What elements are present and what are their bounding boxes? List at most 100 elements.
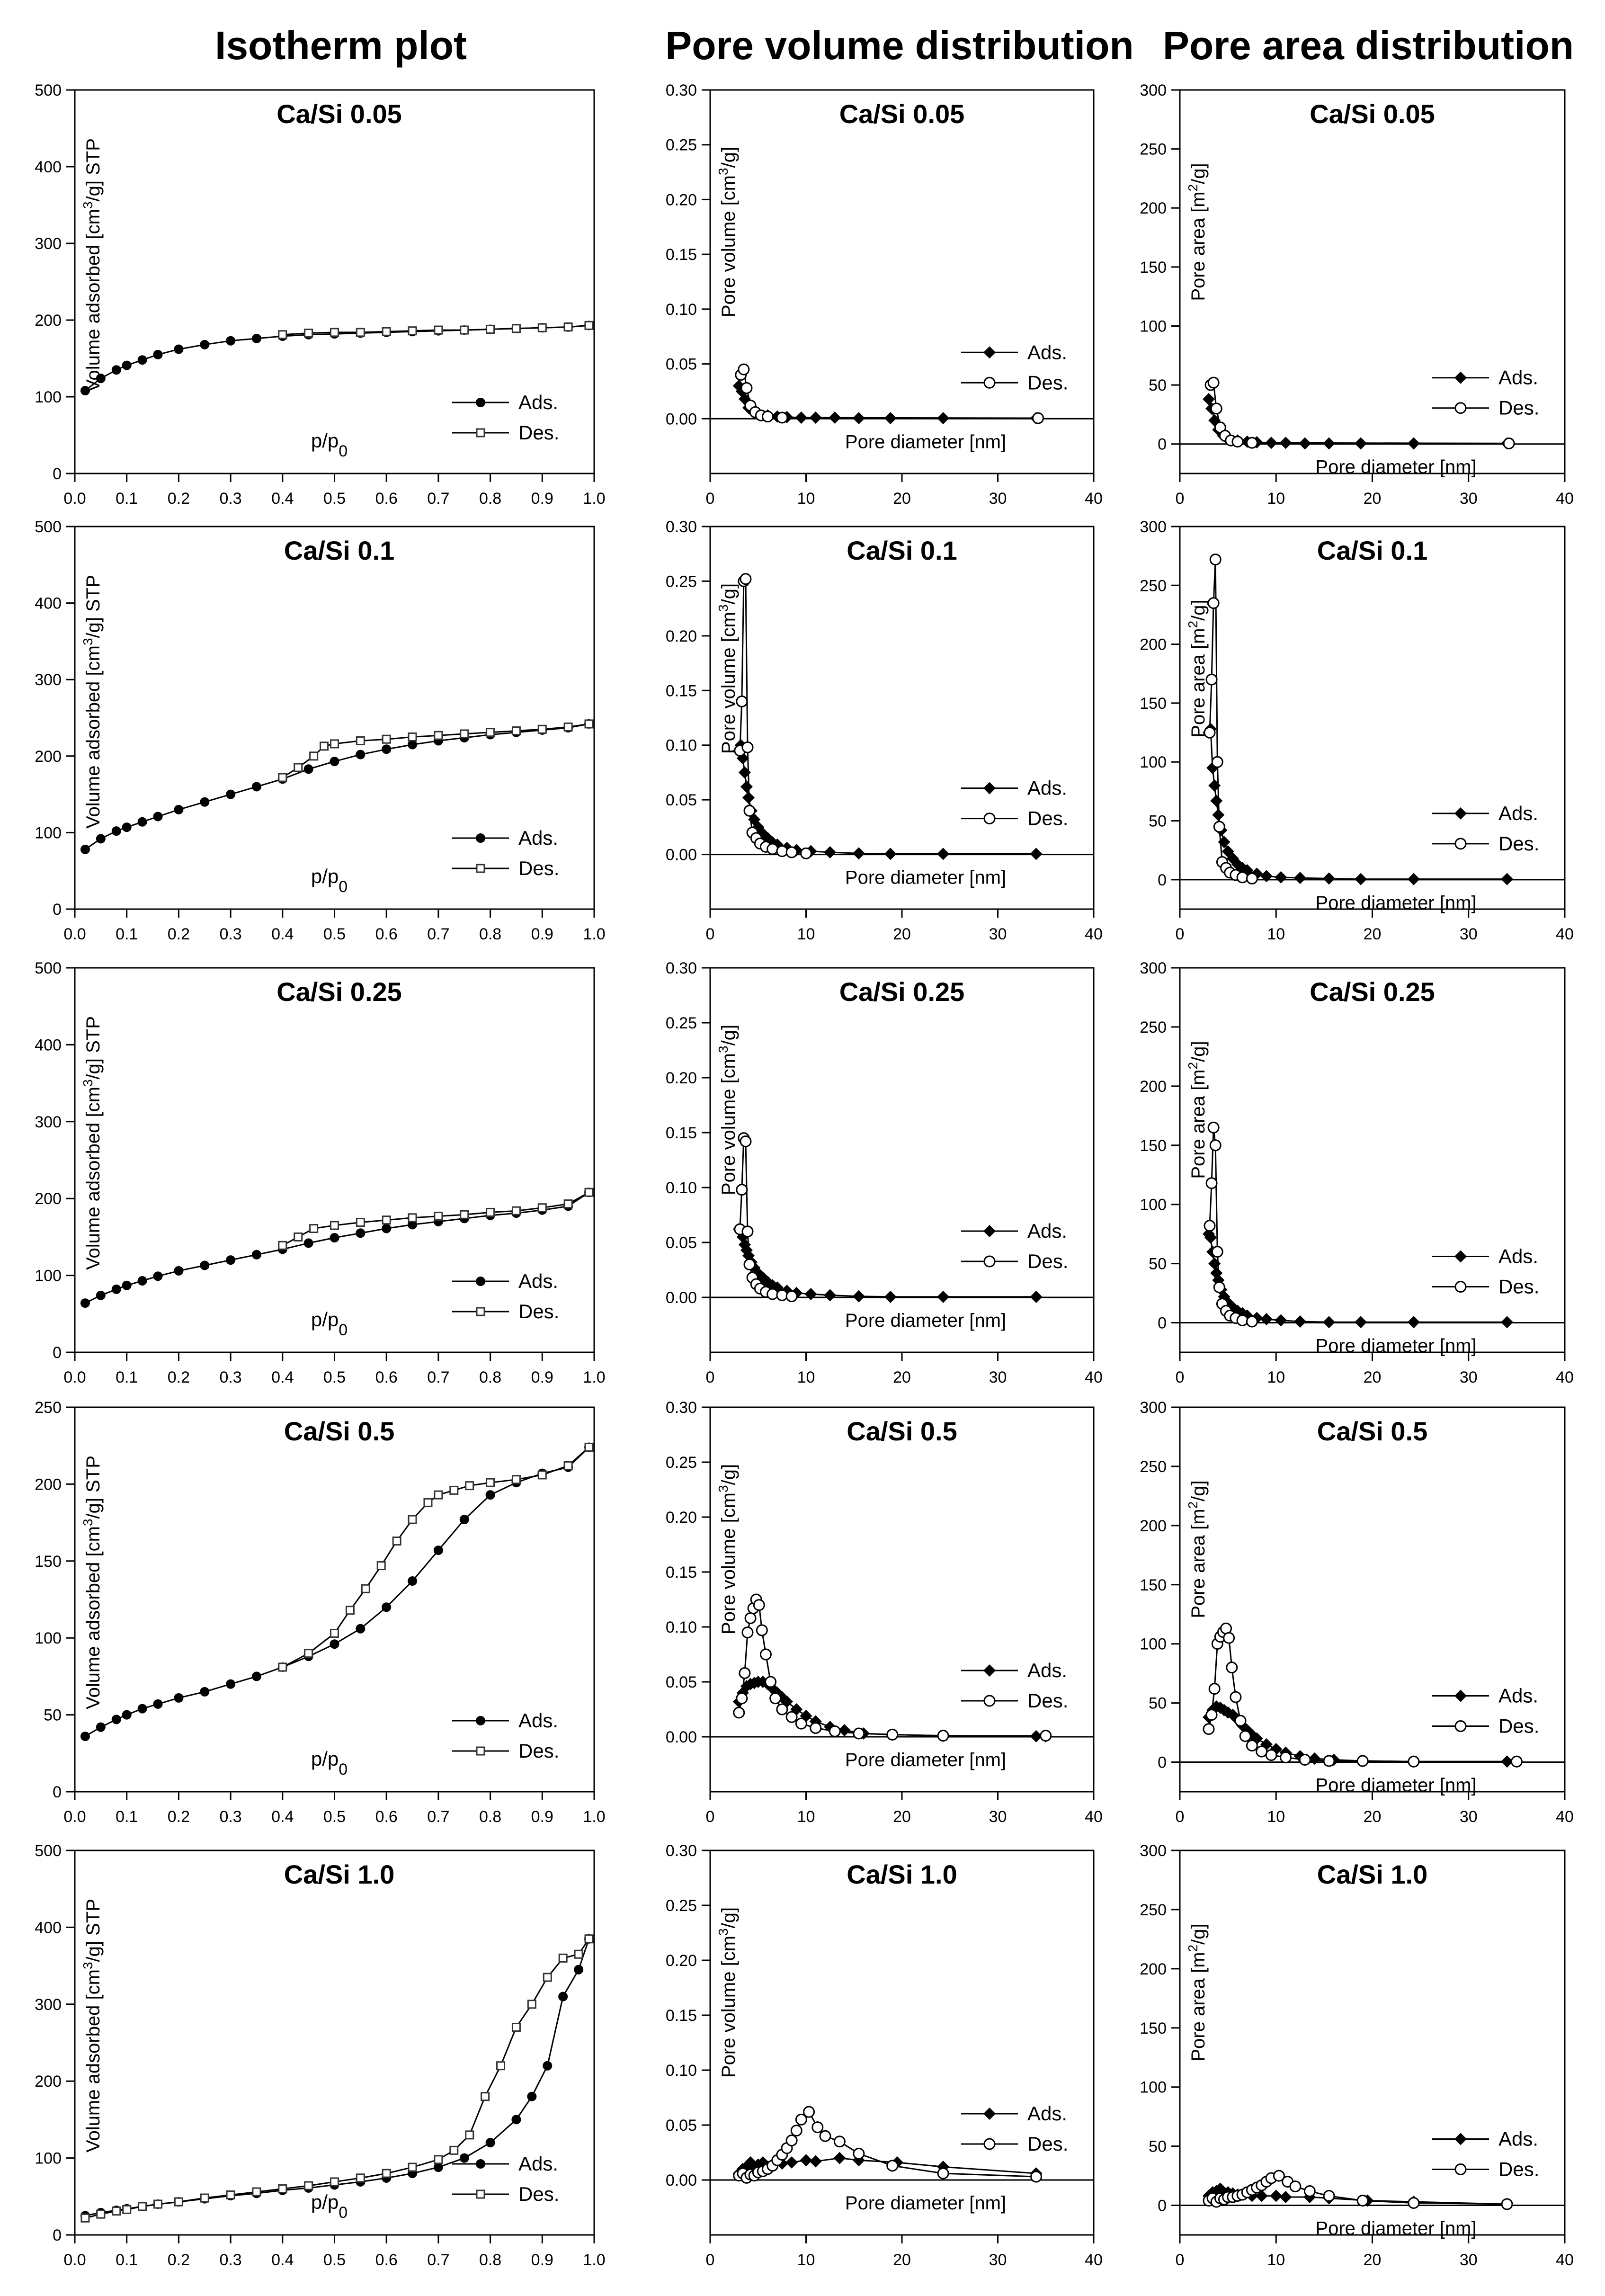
x-tick-label: 10 [797, 1368, 815, 1386]
data-point [937, 1730, 949, 1742]
y-tick-label: 300 [1140, 518, 1167, 536]
y-tick-label: 400 [35, 595, 62, 613]
data-point [382, 1224, 392, 1233]
data-point [1323, 1316, 1336, 1329]
data-point [741, 741, 754, 753]
data-point [408, 740, 418, 750]
data-point [574, 1949, 583, 1959]
data-point [356, 2173, 365, 2183]
data-point [1213, 1281, 1225, 1294]
data-point [137, 355, 147, 365]
y-axis-label: Pore area [m2/g] [1186, 1480, 1209, 1618]
legend-marker [1454, 1250, 1467, 1263]
data-point [1205, 1709, 1218, 1721]
data-point [111, 826, 121, 836]
chart-pore-area-2: 0 10 20 30 40 0 50 100 150 200 250 300 Ca/Si 0.25 Por… [1140, 959, 1574, 1386]
data-point [449, 2145, 459, 2155]
data-point [251, 333, 261, 343]
data-point [408, 1515, 417, 1524]
y-tick-label: 0.30 [666, 81, 697, 99]
data-point [1323, 1755, 1335, 1767]
x-tick-label: 20 [893, 1368, 911, 1386]
data-point [304, 2181, 313, 2190]
y-tick-label: 0 [1158, 1314, 1167, 1332]
data-point [741, 1626, 754, 1639]
data-point [829, 1725, 841, 1737]
data-point [765, 1676, 777, 1688]
data-point [1303, 2185, 1316, 2198]
data-point [174, 2197, 183, 2207]
data-point [1213, 821, 1225, 833]
x-tick-label: 20 [1364, 925, 1382, 943]
x-tick-label: 0 [1176, 2251, 1185, 2269]
data-point [785, 1290, 798, 1303]
data-point [800, 2154, 812, 2167]
data-point [1407, 873, 1420, 885]
data-point [330, 1221, 339, 1230]
y-axis-label: Volume adsorbed [cm3/g] STP [80, 138, 104, 392]
y-tick-label: 150 [1140, 259, 1167, 277]
x-tick-label: 0.1 [116, 1808, 138, 1826]
chart-title: Ca/Si 0.05 [839, 99, 965, 129]
y-axis-label: Pore area [m2/g] [1186, 1923, 1209, 2061]
data-point [741, 1225, 754, 1238]
data-point [810, 1722, 822, 1734]
y-tick-label: 0.05 [666, 1673, 697, 1691]
x-tick-label: 0.1 [116, 2251, 138, 2269]
legend-label: Des. [1027, 2133, 1068, 2155]
x-tick-label: 20 [1364, 2251, 1382, 2269]
data-point [382, 1602, 392, 1612]
data-point [1207, 376, 1220, 389]
plot-frame [74, 967, 595, 1353]
x-axis-label: p/p0 [311, 429, 348, 460]
y-tick-label: 0.10 [666, 2062, 697, 2080]
x-tick-label: 0.5 [323, 2251, 346, 2269]
x-tick-label: 40 [1085, 1808, 1103, 1826]
x-tick-label: 30 [989, 925, 1007, 943]
y-tick-label: 0.05 [666, 791, 697, 809]
data-point [356, 1624, 366, 1634]
data-point [153, 812, 163, 822]
y-tick-label: 500 [35, 81, 62, 99]
legend-label: Ads. [1498, 802, 1538, 824]
data-point [1234, 1715, 1247, 1727]
y-tick-label: 150 [1140, 1137, 1167, 1155]
y-tick-label: 400 [35, 1036, 62, 1054]
series-line-des [738, 1598, 1046, 1737]
y-tick-label: 200 [1140, 199, 1167, 217]
x-tick-label: 0.3 [219, 490, 241, 508]
data-point [153, 1271, 163, 1281]
x-tick-label: 10 [797, 490, 815, 508]
chart-pore-volume-3: 0 10 20 30 40 0.00 0.05 0.10 0.15 0.20 0.25 0.30 Ca/… [666, 1399, 1103, 1826]
y-tick-label: 0.15 [666, 246, 697, 264]
x-axis-label: Pore diameter [nm] [1315, 2218, 1476, 2239]
x-tick-label: 40 [1556, 925, 1574, 943]
series-line-des [85, 1938, 590, 2219]
chart-title: Ca/Si 0.05 [1310, 99, 1435, 129]
x-tick-label: 30 [1460, 2251, 1478, 2269]
data-point [303, 1238, 313, 1248]
data-point [122, 1280, 132, 1290]
y-tick-label: 0.20 [666, 1069, 697, 1087]
data-point [174, 1693, 184, 1703]
x-tick-label: 0.7 [427, 925, 449, 943]
y-tick-label: 50 [1149, 813, 1167, 831]
y-tick-label: 0.20 [666, 191, 697, 209]
y-tick-label: 200 [35, 1190, 62, 1208]
y-tick-label: 0.15 [666, 1563, 697, 1581]
y-tick-label: 0.25 [666, 572, 697, 590]
data-point [1408, 1755, 1420, 1768]
data-point [1294, 1315, 1307, 1328]
data-point [767, 1288, 779, 1300]
x-tick-label: 0.6 [375, 490, 398, 508]
data-point [330, 1233, 339, 1243]
legend-label: Des. [1027, 371, 1068, 393]
data-point [776, 845, 788, 858]
data-point [853, 1727, 865, 1740]
y-tick-label: 300 [1140, 81, 1167, 99]
x-axis-label: Pore diameter [nm] [845, 431, 1006, 452]
data-point [776, 1289, 788, 1301]
data-point [1270, 2189, 1283, 2202]
data-point [527, 2091, 537, 2101]
y-tick-label: 300 [35, 1113, 62, 1131]
